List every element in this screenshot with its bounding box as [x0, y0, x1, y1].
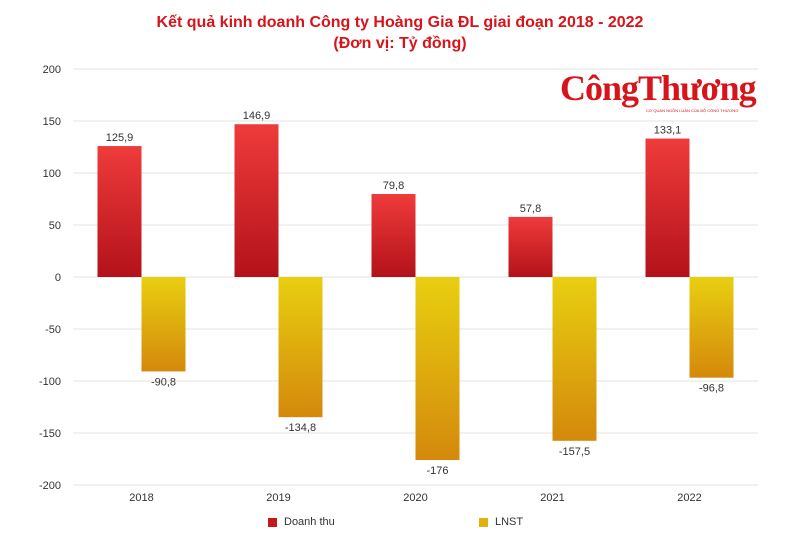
data-label-doanh-thu: 125,9: [106, 132, 134, 144]
bar-lnst: [141, 277, 186, 372]
legend-swatch-lnst: [479, 517, 488, 527]
data-label-lnst: -96,8: [699, 383, 724, 395]
x-tick-label: 2022: [677, 492, 701, 504]
bar-doanh-thu: [371, 194, 416, 277]
bar-lnst: [415, 277, 460, 461]
y-tick-label: -50: [45, 324, 61, 336]
y-tick-label: 200: [43, 64, 61, 76]
y-tick-label: 100: [43, 168, 61, 180]
y-tick-label: -100: [39, 376, 61, 388]
bar-doanh-thu: [97, 146, 142, 277]
bar-lnst: [689, 277, 734, 378]
legend-swatch-doanh-thu: [268, 517, 277, 527]
legend-item-lnst: LNST: [479, 516, 523, 528]
x-tick-label: 2019: [266, 492, 290, 504]
legend-item-doanh-thu: Doanh thu: [268, 516, 335, 528]
x-axis: 2018 2019 2020 2021 2022: [129, 492, 701, 504]
data-label-doanh-thu: 79,8: [383, 180, 404, 192]
data-label-doanh-thu: 57,8: [520, 203, 541, 215]
x-tick-label: 2018: [129, 492, 153, 504]
data-label-lnst: -176: [426, 465, 448, 477]
data-label-doanh-thu: 133,1: [654, 125, 682, 137]
data-label-lnst: -90,8: [151, 376, 176, 388]
y-tick-label: -150: [39, 428, 61, 440]
y-tick-label: 150: [43, 116, 61, 128]
bar-lnst: [552, 277, 597, 441]
bar-lnst: [278, 277, 323, 418]
chart-title: Kết quả kinh doanh Công ty Hoàng Gia ĐL …: [156, 14, 644, 31]
bar-doanh-thu: [645, 138, 690, 277]
logo-text: CôngThương: [560, 68, 757, 108]
x-tick-label: 2020: [403, 492, 427, 504]
chart-subtitle: (Đơn vị: Tỷ đồng): [333, 35, 467, 52]
data-label-lnst: -134,8: [285, 422, 316, 434]
y-tick-label: 50: [49, 220, 61, 232]
y-tick-label: -200: [39, 480, 61, 492]
legend-label-lnst: LNST: [495, 516, 524, 528]
data-labels: 125,9 -90,8 146,9 -134,8 79,8 -176 57,8 -157,5 1…: [106, 110, 724, 477]
data-label-lnst: -157,5: [559, 446, 590, 458]
bars: [97, 124, 734, 461]
bar-doanh-thu: [234, 124, 279, 277]
y-axis: 200 150 100 50 0 -50 -100 -150 -200: [39, 64, 61, 492]
legend-label-doanh-thu: Doanh thu: [284, 516, 335, 528]
bar-doanh-thu: [508, 216, 553, 277]
logo-subtitle: CƠ QUAN NGÔN LUẬN CỦA BỘ CÔNG THƯƠNG: [646, 108, 739, 113]
x-tick-label: 2021: [540, 492, 564, 504]
data-label-doanh-thu: 146,9: [243, 110, 271, 122]
cong-thuong-logo: CôngThương CƠ QUAN NGÔN LUẬN CỦA BỘ CÔNG…: [560, 70, 757, 120]
y-tick-label: 0: [55, 272, 61, 284]
